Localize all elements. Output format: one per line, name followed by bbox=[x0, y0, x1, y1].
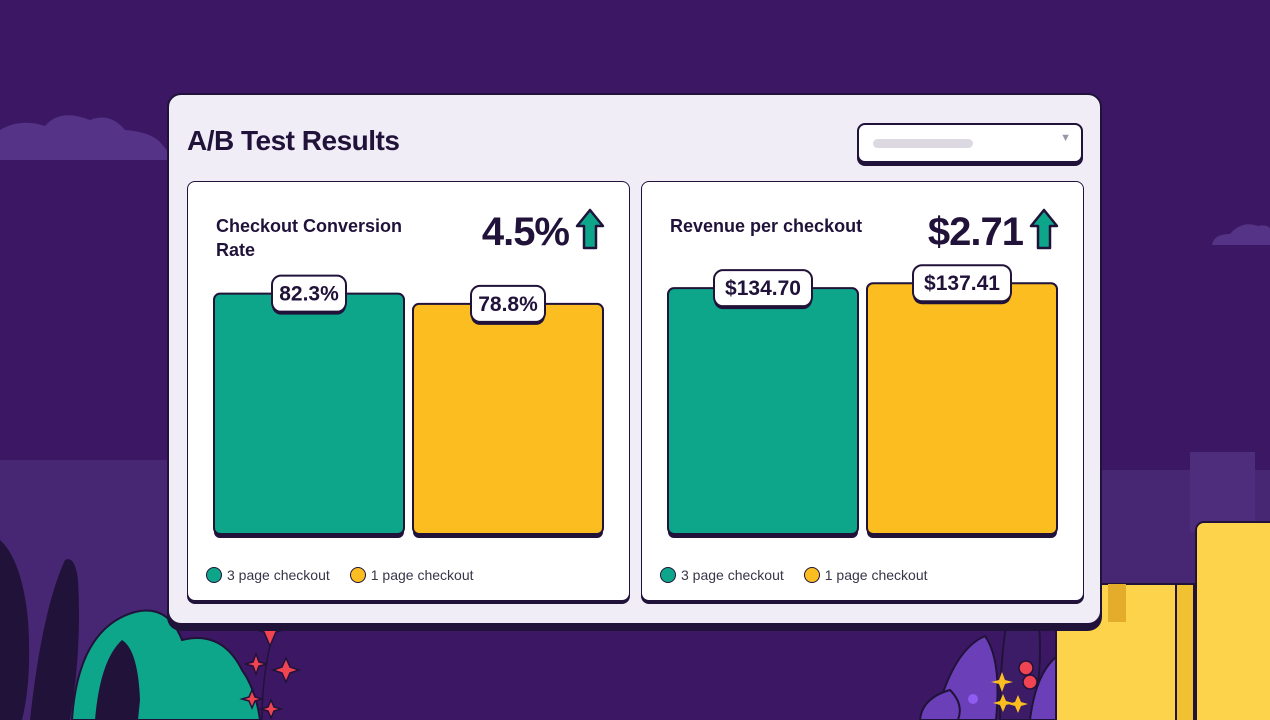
legend-item: 3 page checkout bbox=[206, 567, 330, 583]
revenue-bar-chart: $134.70 $137.41 bbox=[667, 264, 1058, 538]
box-back bbox=[1195, 521, 1270, 720]
cloud-left bbox=[0, 115, 175, 160]
plant-leaf-left-1 bbox=[0, 540, 30, 720]
legend: 3 page checkout 1 page checkout bbox=[660, 564, 948, 586]
metric-title: Revenue per checkout bbox=[670, 216, 863, 236]
plant-leaf-left-3 bbox=[95, 640, 140, 720]
berry-3 bbox=[968, 694, 978, 704]
legend-item: 1 page checkout bbox=[803, 567, 928, 583]
sparkle-4 bbox=[239, 688, 265, 710]
dashboard-card: A/B Test Results ▼ Checkout Conversion R… bbox=[167, 93, 1102, 625]
sparkle-5 bbox=[258, 698, 284, 720]
bar-three-page bbox=[213, 292, 405, 535]
legend-item: 3 page checkout bbox=[660, 567, 784, 583]
conversion-bar-chart: 82.3% 78.8% bbox=[213, 274, 604, 538]
sparkle-yellow-3 bbox=[1008, 695, 1028, 713]
legend-label: 3 page checkout bbox=[227, 567, 330, 583]
box-front-tape bbox=[1108, 584, 1126, 622]
value-label: $134.70 bbox=[725, 277, 801, 300]
value-label: 82.3% bbox=[279, 283, 339, 306]
bar-three-page bbox=[667, 287, 859, 535]
metric-title: Checkout Conversion Rate bbox=[216, 216, 403, 260]
value-label: $137.41 bbox=[924, 272, 1000, 295]
legend-item: 1 page checkout bbox=[349, 567, 474, 583]
legend-label: 1 page checkout bbox=[824, 567, 928, 583]
sparkle-3 bbox=[244, 651, 268, 677]
arrow-up-icon bbox=[575, 208, 605, 250]
metric-headline: $2.71 bbox=[927, 210, 1024, 254]
value-label-box bbox=[271, 274, 347, 313]
value-label: 78.8% bbox=[478, 293, 538, 316]
value-label-box bbox=[470, 284, 546, 323]
plant-stem bbox=[261, 645, 271, 720]
berry-1 bbox=[1018, 660, 1034, 676]
bg-building-right-top bbox=[1190, 452, 1255, 532]
legend: 3 page checkout 1 page checkout bbox=[206, 564, 494, 586]
legend-label: 3 page checkout bbox=[681, 567, 784, 583]
plant-leaf-right-3 bbox=[918, 688, 961, 720]
sparkle-yellow-1 bbox=[991, 672, 1013, 692]
arrow-up-icon bbox=[1029, 208, 1059, 250]
value-label-box bbox=[713, 269, 813, 308]
conversion-rate-panel: Checkout Conversion Rate 4.5% 82.3% 78.8%… bbox=[187, 181, 630, 601]
bar-one-page bbox=[412, 302, 604, 535]
revenue-panel: Revenue per checkout $2.71 $134.70 $137.4… bbox=[641, 181, 1084, 601]
legend-label: 1 page checkout bbox=[370, 567, 474, 583]
cloud-right bbox=[1212, 224, 1270, 245]
legend-swatch bbox=[206, 567, 222, 583]
metric-headline: 4.5% bbox=[481, 210, 570, 254]
sparkle-yellow-2 bbox=[993, 694, 1013, 712]
sparkle-2 bbox=[270, 656, 302, 684]
berry-2 bbox=[1022, 674, 1038, 690]
legend-swatch bbox=[349, 567, 366, 583]
legend-swatch bbox=[803, 567, 820, 583]
filter-dropdown[interactable]: ▼ bbox=[857, 123, 1083, 163]
dropdown-placeholder-bar bbox=[873, 139, 973, 148]
legend-swatch bbox=[660, 567, 676, 583]
value-label-box bbox=[912, 264, 1012, 303]
plant-leaf-left-2 bbox=[30, 559, 79, 720]
page-title: A/B Test Results bbox=[187, 125, 400, 156]
bar-one-page bbox=[866, 282, 1058, 536]
chevron-down-icon: ▼ bbox=[1060, 132, 1071, 144]
box-front-side bbox=[1175, 583, 1195, 720]
